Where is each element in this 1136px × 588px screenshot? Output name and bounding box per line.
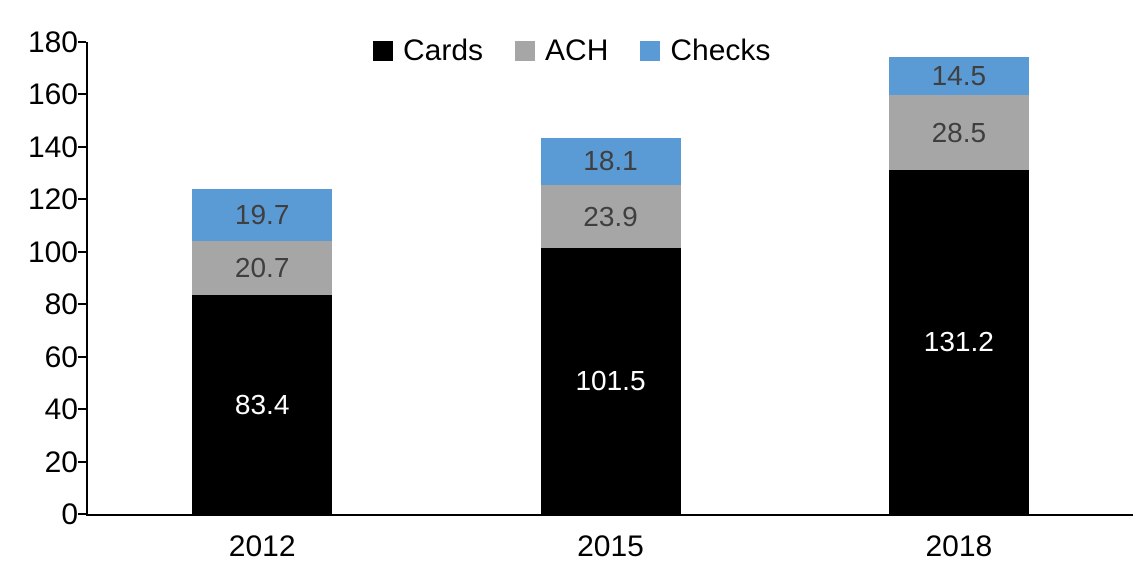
bar-2015: 101.5 23.9 18.1 [540,137,681,514]
y-axis-tick-label: 20 [44,445,78,479]
bar-2012: 83.4 20.7 19.7 [192,189,333,514]
y-axis-tick-label: 100 [27,235,78,269]
data-label: 14.5 [931,60,987,92]
y-axis-tick [78,460,86,463]
x-axis-tick-label: 2012 [228,530,296,563]
data-label: 19.7 [234,199,290,231]
bar-segment-ach-2012: 20.7 [192,241,333,296]
y-axis-tick-label: 140 [27,130,78,164]
data-label: 20.7 [234,252,290,284]
x-axis-tick-label: 2015 [577,530,644,563]
bar-segment-checks-2015: 18.1 [540,137,681,186]
bar-segment-ach-2015: 23.9 [540,185,681,248]
legend-item-checks: Checks [640,36,770,66]
y-axis-tick [78,355,86,358]
data-label: 131.2 [923,325,994,357]
bar-segment-ach-2018: 28.5 [888,95,1029,170]
legend-item-cards: Cards [373,36,483,66]
bar-segment-cards-2015: 101.5 [540,247,681,514]
legend-item-ach: ACH [515,36,608,66]
x-axis-tick-label: 2018 [925,530,993,563]
data-label: 83.4 [234,388,290,420]
y-axis-tick [78,93,86,96]
y-axis-tick-label: 80 [44,288,78,322]
legend-label: Cards [403,34,484,67]
y-axis-tick [78,198,86,201]
x-axis-line [86,514,1133,516]
legend-swatch-checks [640,41,661,61]
bar-segment-cards-2012: 83.4 [192,295,333,514]
legend-swatch-ach [515,41,536,61]
data-label: 28.5 [931,116,987,148]
y-axis-tick-label: 0 [61,498,78,531]
chart-legend: Cards ACH Checks [373,36,770,66]
y-axis-tick-label: 60 [44,340,78,374]
y-axis-tick [78,41,86,43]
legend-swatch-cards [373,41,393,61]
y-axis-tick-label: 120 [27,183,78,217]
y-axis-tick-label: 40 [44,393,78,427]
y-axis-tick-label: 180 [27,26,78,59]
y-axis-tick [78,303,86,306]
bar-segment-checks-2012: 19.7 [192,189,333,242]
y-axis-tick [78,408,86,411]
data-label: 23.9 [583,200,638,232]
y-axis-tick [78,250,86,253]
legend-label: Checks [670,34,771,67]
y-axis-line [86,42,88,516]
bar-segment-checks-2018: 14.5 [888,57,1029,96]
data-label: 18.1 [583,145,638,177]
y-axis-tick [78,145,86,148]
bar-segment-cards-2018: 131.2 [888,169,1029,514]
y-axis-tick-label: 160 [27,78,78,112]
plot-area: 0 20 40 60 80 100 120 140 160 180 83.4 20.7 19.7 2012… [28,28,1133,562]
data-label: 101.5 [575,364,646,396]
y-axis-tick [78,513,86,515]
bar-2018: 131.2 28.5 14.5 [888,57,1029,514]
legend-label: ACH [545,34,609,67]
